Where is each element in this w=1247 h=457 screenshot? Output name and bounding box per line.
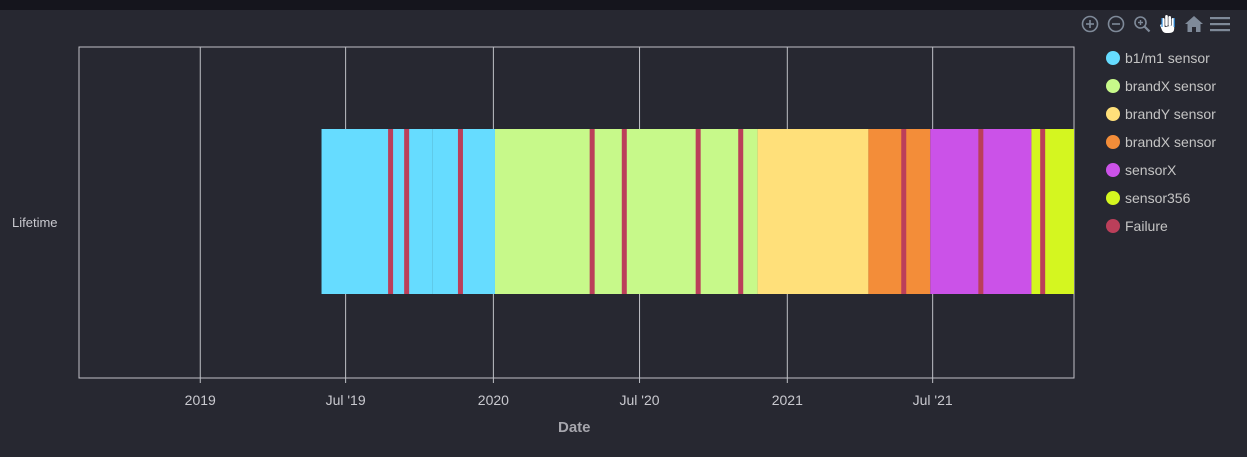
failure-marker [978, 129, 984, 294]
x-tick-label: 2019 [185, 392, 216, 408]
timeline-segment [321, 129, 433, 294]
timeline-segment [868, 129, 931, 294]
x-tick-label: Jul '21 [913, 392, 953, 408]
zoom-out-button[interactable] [1105, 13, 1127, 35]
x-axis-title: Date [558, 419, 591, 436]
legend-swatch [1106, 163, 1120, 177]
failure-marker [457, 129, 463, 294]
legend-label: sensorX [1125, 162, 1177, 178]
pan-button[interactable] [1157, 13, 1179, 35]
zoom-in-button[interactable] [1079, 13, 1101, 35]
menu-button[interactable] [1209, 13, 1231, 35]
legend-label: brandX sensor [1125, 134, 1217, 150]
selection-zoom-button[interactable] [1131, 13, 1153, 35]
failure-marker [404, 129, 410, 294]
legend-item[interactable]: sensorX [1106, 156, 1216, 184]
menu-icon [1210, 17, 1230, 32]
legend-swatch [1106, 135, 1120, 149]
legend: b1/m1 sensor brandX sensor brandY sensor br… [1106, 44, 1216, 240]
timeline-segment [494, 129, 626, 294]
legend-item[interactable]: brandX sensor [1106, 72, 1216, 100]
chart-toolbar [1079, 12, 1231, 36]
legend-swatch [1106, 219, 1120, 233]
home-icon [1185, 16, 1203, 32]
failure-marker [695, 129, 701, 294]
timeline-segment [625, 129, 758, 294]
legend-item[interactable]: b1/m1 sensor [1106, 44, 1216, 72]
legend-item[interactable]: Failure [1106, 212, 1216, 240]
pan-hand-icon [1160, 15, 1175, 33]
legend-item[interactable]: brandY sensor [1106, 100, 1216, 128]
legend-swatch [1106, 191, 1120, 205]
failure-marker [738, 129, 744, 294]
y-category-label: Lifetime [12, 215, 58, 230]
legend-item[interactable]: sensor356 [1106, 184, 1216, 212]
legend-swatch [1106, 51, 1120, 65]
x-tick-label: 2021 [772, 392, 803, 408]
reset-zoom-button[interactable] [1183, 13, 1205, 35]
failure-marker [901, 129, 907, 294]
zoom-out-icon [1107, 15, 1125, 33]
legend-label: brandY sensor [1125, 106, 1216, 122]
zoom-in-icon [1081, 15, 1099, 33]
timeline-segment [757, 129, 869, 294]
failure-marker [621, 129, 627, 294]
x-tick-label: 2020 [478, 392, 509, 408]
x-tick-label: Jul '20 [620, 392, 660, 408]
top-bar [0, 0, 1247, 10]
failure-marker [589, 129, 595, 294]
legend-swatch [1106, 107, 1120, 121]
timeline-segment [1031, 129, 1074, 294]
timeline-segment [432, 129, 495, 294]
legend-label: sensor356 [1125, 190, 1191, 206]
legend-label: Failure [1125, 218, 1168, 234]
failure-marker [388, 129, 394, 294]
zoom-magnifier-icon [1134, 16, 1151, 33]
legend-label: b1/m1 sensor [1125, 50, 1210, 66]
failure-marker [1040, 129, 1046, 294]
legend-swatch [1106, 79, 1120, 93]
legend-label: brandX sensor [1125, 78, 1217, 94]
legend-item[interactable]: brandX sensor [1106, 128, 1216, 156]
x-tick-label: Jul '19 [326, 392, 366, 408]
